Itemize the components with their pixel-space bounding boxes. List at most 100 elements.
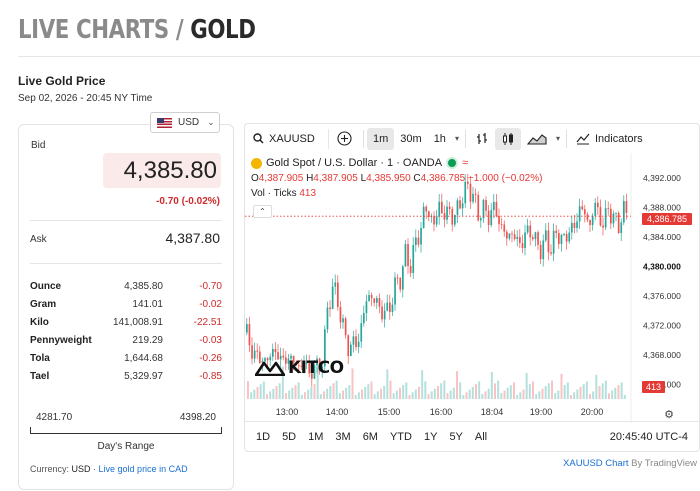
- interval-1m[interactable]: 1m: [367, 127, 395, 150]
- range-5d[interactable]: 5D: [282, 430, 297, 443]
- volume-bar: [383, 386, 386, 399]
- volume-bar: [338, 393, 341, 399]
- close-value: 4,386.785: [420, 173, 466, 184]
- volume-bar: [424, 381, 427, 399]
- y-tick-label: 4,368.000: [643, 350, 681, 360]
- candle-body: [383, 310, 386, 320]
- volume-bar: [313, 384, 316, 399]
- range-all[interactable]: All: [474, 430, 488, 443]
- candle-body: [539, 244, 542, 260]
- candle-body: [357, 341, 360, 347]
- settings-gear-icon[interactable]: ⚙: [664, 409, 674, 421]
- volume-bar: [614, 387, 617, 399]
- candle-body: [610, 208, 612, 224]
- candle-body: [285, 357, 287, 364]
- candle-body: [308, 362, 311, 374]
- candle-body: [469, 183, 472, 202]
- toolbar-divider: [363, 129, 364, 148]
- candle-body: [448, 206, 451, 210]
- x-tick-label: 19:00: [530, 407, 553, 417]
- volume-bar: [342, 390, 344, 399]
- volume-bar: [354, 395, 357, 399]
- candle-body: [261, 361, 264, 363]
- volume-bar: [392, 393, 395, 399]
- range-5y[interactable]: 5Y: [449, 430, 463, 443]
- volume-bar: [541, 388, 544, 399]
- range-6m[interactable]: 6M: [362, 430, 378, 443]
- search-icon: [253, 133, 264, 144]
- range-1y[interactable]: 1Y: [423, 430, 438, 443]
- volume-bar: [259, 384, 262, 399]
- table-row: Ounce 4,385.80 -0.70: [30, 277, 222, 295]
- candle-body: [584, 209, 586, 215]
- candle-body: [417, 237, 420, 245]
- cad-price-link[interactable]: Live gold price in CAD: [98, 464, 188, 474]
- candle-body: [355, 336, 357, 347]
- indicators-icon: [576, 133, 590, 145]
- volume-bar: [440, 383, 443, 399]
- volume-bar: [522, 389, 525, 399]
- candle-body: [347, 335, 350, 357]
- volume-bar: [380, 388, 382, 399]
- candle-body: [303, 363, 305, 367]
- candle-body: [331, 286, 334, 310]
- candle-body: [256, 350, 259, 352]
- add-symbol-button[interactable]: [329, 128, 360, 150]
- xauusd-chart-link[interactable]: XAUUSD Chart: [563, 458, 629, 469]
- y-tick-label: 4,380.000: [643, 261, 681, 271]
- candle-body: [620, 222, 623, 233]
- unit-value: 4,385.80: [124, 280, 163, 292]
- collapse-legend-button[interactable]: ⌃: [253, 205, 272, 218]
- us-flag-icon: [157, 117, 172, 128]
- interval-30m[interactable]: 30m: [400, 132, 422, 145]
- bar-style-button[interactable]: [469, 128, 495, 150]
- symbol-search[interactable]: XAUUSD: [245, 128, 329, 149]
- volume-bar: [389, 380, 392, 399]
- range-low: 4281.70: [36, 412, 73, 423]
- volume-bar: [323, 391, 325, 399]
- range-3m[interactable]: 3M: [335, 430, 351, 443]
- candle-body: [526, 225, 529, 233]
- volume-bar: [592, 391, 595, 399]
- candle-body: [305, 362, 308, 364]
- price-chart[interactable]: 4,392.000 4,388.000 4,384.000 4,380.000 4,37…: [245, 153, 700, 423]
- volume-bar: [535, 394, 538, 399]
- candle-body: [495, 202, 498, 217]
- candle-body: [287, 358, 290, 364]
- interval-1h[interactable]: 1h: [433, 132, 446, 145]
- volume-bar: [471, 386, 474, 399]
- volume-bar: [601, 383, 604, 399]
- unit-value: 219.29: [132, 334, 163, 346]
- open-value: 4,387.905: [258, 173, 304, 184]
- candle-body: [482, 199, 485, 219]
- table-row: Pennyweight 219.29 -0.03: [30, 331, 222, 349]
- volume-bar: [351, 368, 354, 399]
- chart-type-dropdown-icon[interactable]: ▾: [555, 134, 560, 143]
- section-title: Live Gold Price: [18, 74, 106, 88]
- candle-body: [474, 193, 477, 195]
- volume-bar: [560, 373, 563, 399]
- header-divider: [18, 56, 700, 57]
- candle-body: [581, 206, 584, 210]
- candle-body: [277, 352, 279, 360]
- candle-body: [498, 216, 500, 225]
- volume-bar: [500, 393, 503, 399]
- candle-body: [337, 282, 339, 307]
- candle-body: [407, 244, 409, 267]
- range-1m[interactable]: 1M: [308, 430, 324, 443]
- candle-body: [552, 230, 555, 254]
- unit-change: -0.02: [199, 298, 222, 310]
- range-ytd[interactable]: YTD: [389, 430, 412, 443]
- volume-bar: [579, 386, 582, 399]
- indicators-button[interactable]: Indicators: [570, 128, 649, 150]
- area-style-button[interactable]: [521, 128, 553, 150]
- currency-footer-prefix: Currency:: [30, 464, 72, 474]
- candles-style-button[interactable]: [494, 127, 521, 150]
- interval-dropdown-icon[interactable]: ▾: [454, 134, 459, 143]
- candle-body: [259, 351, 261, 363]
- range-1d[interactable]: 1D: [256, 430, 271, 443]
- candle-body: [490, 210, 493, 226]
- currency-select[interactable]: USD ⌄: [150, 112, 220, 133]
- range-bar: [30, 427, 222, 434]
- candle-body: [269, 356, 272, 361]
